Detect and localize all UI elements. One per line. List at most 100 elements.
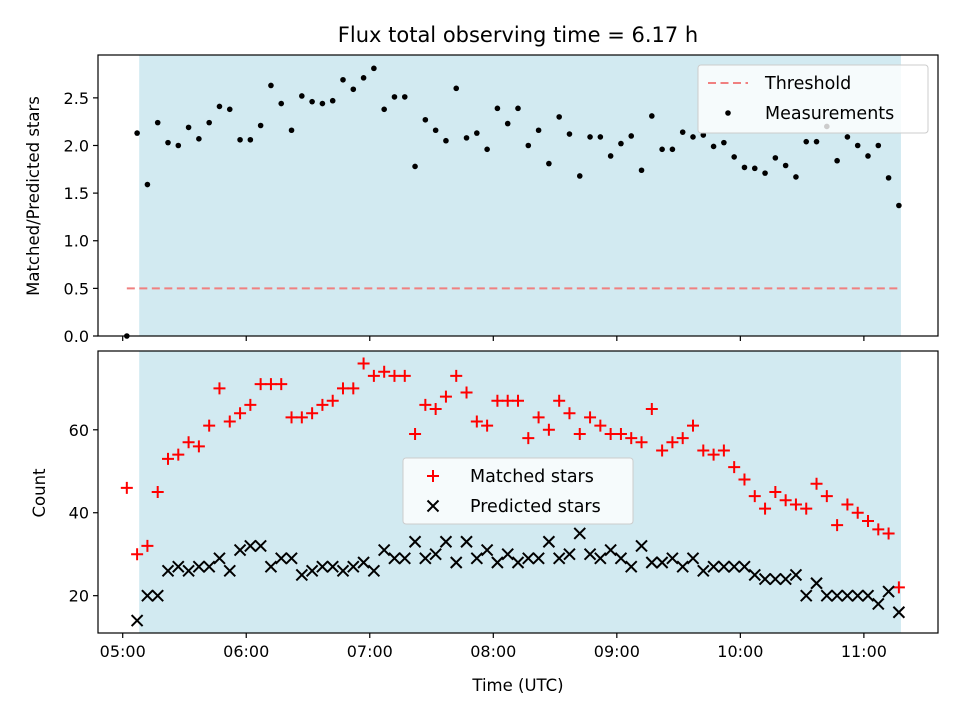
- bottom-plus-point-75: [892, 581, 905, 594]
- bottom-plus-point-47: [604, 427, 617, 440]
- bottom-axes-frame: [97, 350, 939, 634]
- bottom-x-point-13: [264, 560, 278, 573]
- bottom-plus-point-17: [295, 411, 308, 424]
- bottom-plus-point-69: [831, 519, 844, 532]
- bottom-x-point-24: [377, 543, 391, 557]
- bottom-plus-point-3: [151, 486, 164, 498]
- bottom-x-tick-label-0: 05:00: [100, 642, 146, 661]
- top-dot-point-58: [721, 139, 727, 146]
- top-panel: 0.0 0.5 1.0 1.5 2.0 2.5 Threshold Measurements: [64, 54, 939, 346]
- bottom-x-point-43: [573, 527, 586, 540]
- top-dot-point-56: [700, 132, 707, 138]
- bottom-x-point-42: [563, 547, 576, 561]
- bottom-x-point-21: [347, 560, 360, 573]
- top-dot-point-55: [690, 134, 696, 140]
- top-y-tick-label-5: 2.5: [64, 89, 89, 108]
- bottom-plus-point-33: [460, 386, 473, 399]
- bottom-x-point-52: [666, 552, 679, 565]
- bottom-plus-point-53: [666, 436, 679, 449]
- bottom-plus-point-46: [594, 419, 607, 432]
- bottom-plus-point-57: [707, 448, 720, 461]
- top-dot-point-75: [896, 202, 902, 209]
- bottom-x-point-56: [707, 560, 720, 573]
- bottom-plus-point-50: [635, 436, 648, 449]
- bottom-plus-point-26: [388, 369, 401, 382]
- bottom-plus-point-21: [337, 382, 349, 395]
- bottom-x-point-9: [223, 564, 236, 578]
- bottom-plus-point-0: [120, 481, 133, 494]
- bottom-x-point-66: [810, 577, 823, 590]
- bottom-x-point-59: [738, 560, 751, 573]
- bottom-plus-point-4: [162, 452, 174, 465]
- bottom-x-point-69: [841, 589, 854, 602]
- bottom-plus-point-72: [862, 515, 874, 528]
- bottom-legend-box: [402, 457, 634, 525]
- top-dot-point-21: [340, 76, 346, 83]
- bottom-x-point-60: [748, 568, 761, 582]
- bottom-legend-marker-1: [426, 499, 440, 513]
- top-dot-point-16: [288, 127, 295, 134]
- top-dot-point-20: [329, 97, 336, 104]
- bottom-x-point-11: [244, 539, 257, 553]
- bottom-x-point-3: [161, 564, 175, 578]
- bottom-x-point-25: [388, 552, 401, 565]
- bottom-x-point-67: [820, 589, 834, 602]
- top-dot-point-33: [463, 135, 470, 141]
- top-dot-point-23: [360, 75, 367, 81]
- top-dot-point-10: [226, 106, 233, 113]
- top-dot-point-30: [432, 127, 439, 134]
- bottom-plus-point-10: [223, 415, 236, 428]
- bottom-x-point-70: [851, 589, 864, 602]
- top-dot-point-43: [566, 131, 573, 137]
- bottom-x-point-20: [336, 564, 350, 578]
- bottom-plus-point-52: [656, 444, 669, 457]
- bottom-x-point-7: [202, 560, 216, 573]
- top-dot-point-59: [731, 154, 737, 160]
- bottom-plus-point-45: [584, 411, 597, 424]
- bottom-plus-point-59: [728, 461, 741, 474]
- bottom-y-tick-label-2: 60: [69, 421, 89, 440]
- bottom-plus-point-39: [522, 432, 535, 445]
- top-dot-point-45: [587, 134, 593, 140]
- bottom-plus-point-58: [717, 444, 730, 457]
- bottom-x-point-38: [522, 552, 535, 565]
- bottom-plus-point-62: [759, 502, 772, 515]
- bottom-plus-point-30: [429, 403, 442, 416]
- bottom-x-point-68: [830, 589, 844, 602]
- bottom-plus-point-51: [645, 403, 658, 416]
- bottom-plus-point-11: [234, 407, 247, 420]
- bottom-plus-point-38: [512, 394, 524, 407]
- top-y-tick-label-2: 1.0: [64, 232, 89, 251]
- bottom-plus-point-55: [687, 419, 699, 432]
- bottom-x-point-62: [769, 572, 782, 586]
- bottom-plus-point-63: [769, 486, 782, 498]
- top-dot-point-54: [679, 129, 686, 135]
- bottom-plus-point-9: [213, 382, 226, 395]
- bottom-x-point-15: [285, 552, 298, 565]
- top-dot-point-17: [299, 93, 305, 99]
- top-dot-point-28: [412, 163, 418, 170]
- top-dot-point-18: [309, 98, 315, 105]
- bottom-x-point-18: [316, 560, 329, 573]
- top-legend-label-1: Measurements: [765, 104, 894, 124]
- top-dot-point-34: [474, 130, 480, 136]
- bottom-plus-point-12: [244, 398, 257, 411]
- bottom-plus-point-20: [326, 394, 339, 407]
- bottom-plus-point-13: [254, 378, 267, 391]
- bottom-x-point-23: [367, 564, 381, 578]
- bottom-plus-point-67: [810, 477, 823, 490]
- top-dot-point-15: [278, 100, 285, 107]
- top-dot-point-24: [371, 65, 377, 72]
- top-dot-point-52: [659, 146, 665, 153]
- bottom-x-point-2: [151, 589, 164, 602]
- bottom-y-tick-label-1: 40: [69, 504, 89, 523]
- bottom-plus-point-68: [820, 490, 833, 503]
- top-axes-frame: [97, 54, 939, 337]
- top-dot-point-71: [854, 142, 861, 149]
- bottom-x-point-49: [635, 539, 648, 553]
- bottom-plus-point-19: [316, 398, 329, 411]
- bottom-x-point-30: [439, 535, 453, 548]
- bottom-plus-point-40: [532, 411, 545, 424]
- top-dot-point-19: [319, 100, 326, 107]
